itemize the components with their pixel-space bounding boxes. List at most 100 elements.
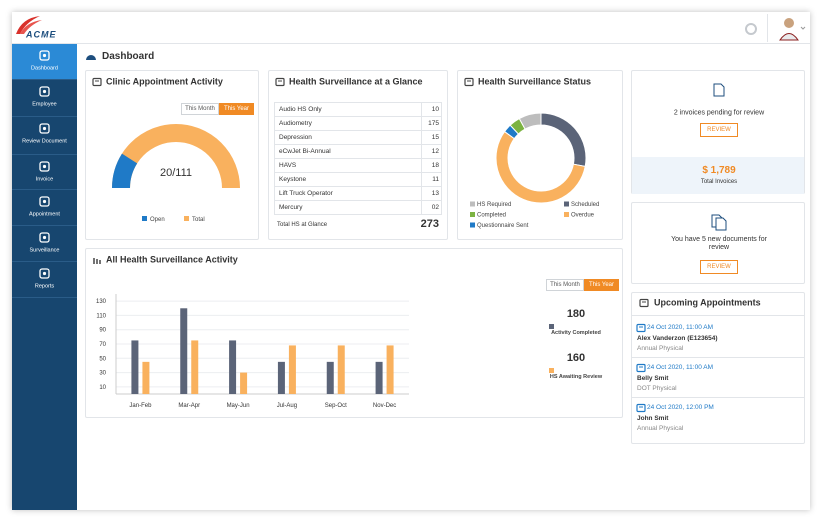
icon-shape [42,199,47,204]
table-row: Mercury 02 [275,201,441,215]
bar [386,345,394,394]
bar [142,361,150,394]
y-tick-label: 110 [96,313,106,319]
row-value: 18 [431,162,439,169]
table-row: Audiometry 175 [275,117,441,131]
avatar-body [779,33,799,41]
icon-shape [464,77,474,87]
table-cell [275,103,422,116]
gauge-open [112,153,138,189]
appointments-card: Upcoming Appointments 24 Oct 2020, 11:00 … [631,292,805,444]
table-row: Lift Truck Operator 13 [275,187,441,201]
avatar [779,18,806,41]
bar [131,340,139,394]
bar [288,345,296,394]
toggle-button[interactable]: This Month [546,279,584,291]
icon-shape [39,268,50,279]
legend-label: HS Required [477,202,511,208]
toggle-button[interactable]: This Month [181,103,219,115]
gauge: 20/111 Open Total [112,124,240,223]
icon [636,323,646,333]
row-value: 10 [431,106,439,113]
sidebar-icon [39,50,50,61]
table-cell [275,159,422,172]
sidebar-label: Reports [34,283,55,290]
review-button[interactable]: REVIEW [700,123,738,137]
row-value: 02 [431,204,439,211]
row-label: Audiometry [279,119,312,127]
review-button[interactable]: REVIEW [700,260,738,274]
sidebar-icon [39,196,50,207]
activity-card: All Health Surveillance Activity This Mon… [85,248,623,418]
legend-swatch [564,212,569,217]
invoice-message: 2 invoices pending for review [673,109,765,117]
documents-card: You have 5 new documents for review REVIE… [631,202,805,284]
sidebar-item[interactable]: Dashboard [12,44,77,80]
sidebar-item[interactable]: Reports [12,262,77,298]
table-row: eCwJet Bi-Annual 12 [275,145,441,159]
toggle-button[interactable]: This Year [584,279,619,291]
y-tick-label: 130 [96,299,107,305]
legend-swatch [470,212,475,217]
glance-card: Health Surveillance at a Glance Audio HS … [268,70,448,240]
sidebar-item[interactable]: Surveillance [12,226,77,262]
icon-shape [42,126,47,131]
document-icon [715,217,727,231]
icon-shape [42,89,47,94]
bar [180,308,188,394]
icon-shape [42,271,47,276]
toggle-button[interactable]: This Year [219,103,254,115]
donut-segment [540,112,587,168]
table-cell [275,187,422,200]
sidebar-icon [39,268,50,279]
divider [767,14,768,42]
row-value: 15 [431,134,439,141]
invoice-amount-label: Total Invoices [700,179,738,185]
row-label: Keystone [279,175,307,183]
table-row: Depression 15 [275,131,441,145]
bar [337,345,345,394]
legend-swatch [142,216,147,221]
card-title: All Health Surveillance Activity [106,254,238,265]
icon-shape [39,86,50,97]
sidebar-item[interactable]: Employee [12,80,77,117]
icon [92,77,102,87]
bar [240,372,248,394]
logo-text: ACME [26,29,57,40]
legend-label: HS Awaiting Review [550,374,603,380]
legend-swatch [184,216,189,221]
card-title: Health Surveillance at a Glance [289,76,423,87]
icon [275,77,285,87]
sidebar-item[interactable]: Appointment [12,190,77,226]
table-cell [275,117,422,130]
icon [639,298,649,308]
sidebar-label: Appointment [29,211,60,218]
row-value: 13 [431,190,439,197]
legend-swatch [549,324,554,329]
row-value: 11 [432,176,439,183]
icon-shape [639,298,649,308]
logo-swoosh [20,20,42,34]
settings-icon [745,23,757,35]
glance-table: Audio HS Only 10 Audiometry 175 Depression 15… [274,102,442,215]
legend-label: Total [192,217,205,223]
donut: Scheduled Overdue Questionnaire Sent Comple… [470,112,599,229]
sidebar-item[interactable]: Review Document [12,117,77,155]
invoice-summary [632,157,804,194]
icon [636,403,646,413]
status-card: Health Surveillance Status Scheduled Overd… [457,70,623,240]
sidebar-icon [39,161,50,172]
sidebar-item[interactable]: Invoice [12,155,77,190]
row-label: Depression [279,133,312,141]
icon-shape [39,123,50,134]
y-tick-label: 90 [99,328,106,334]
divider [632,397,804,398]
legend-label: Overdue [571,213,595,219]
x-tick-label: May-Jun [227,403,250,409]
legend-label: Completed [477,213,506,219]
icon-shape [636,363,646,373]
icon-shape [86,55,96,60]
icon-shape [275,77,285,87]
document-icon [713,83,725,97]
